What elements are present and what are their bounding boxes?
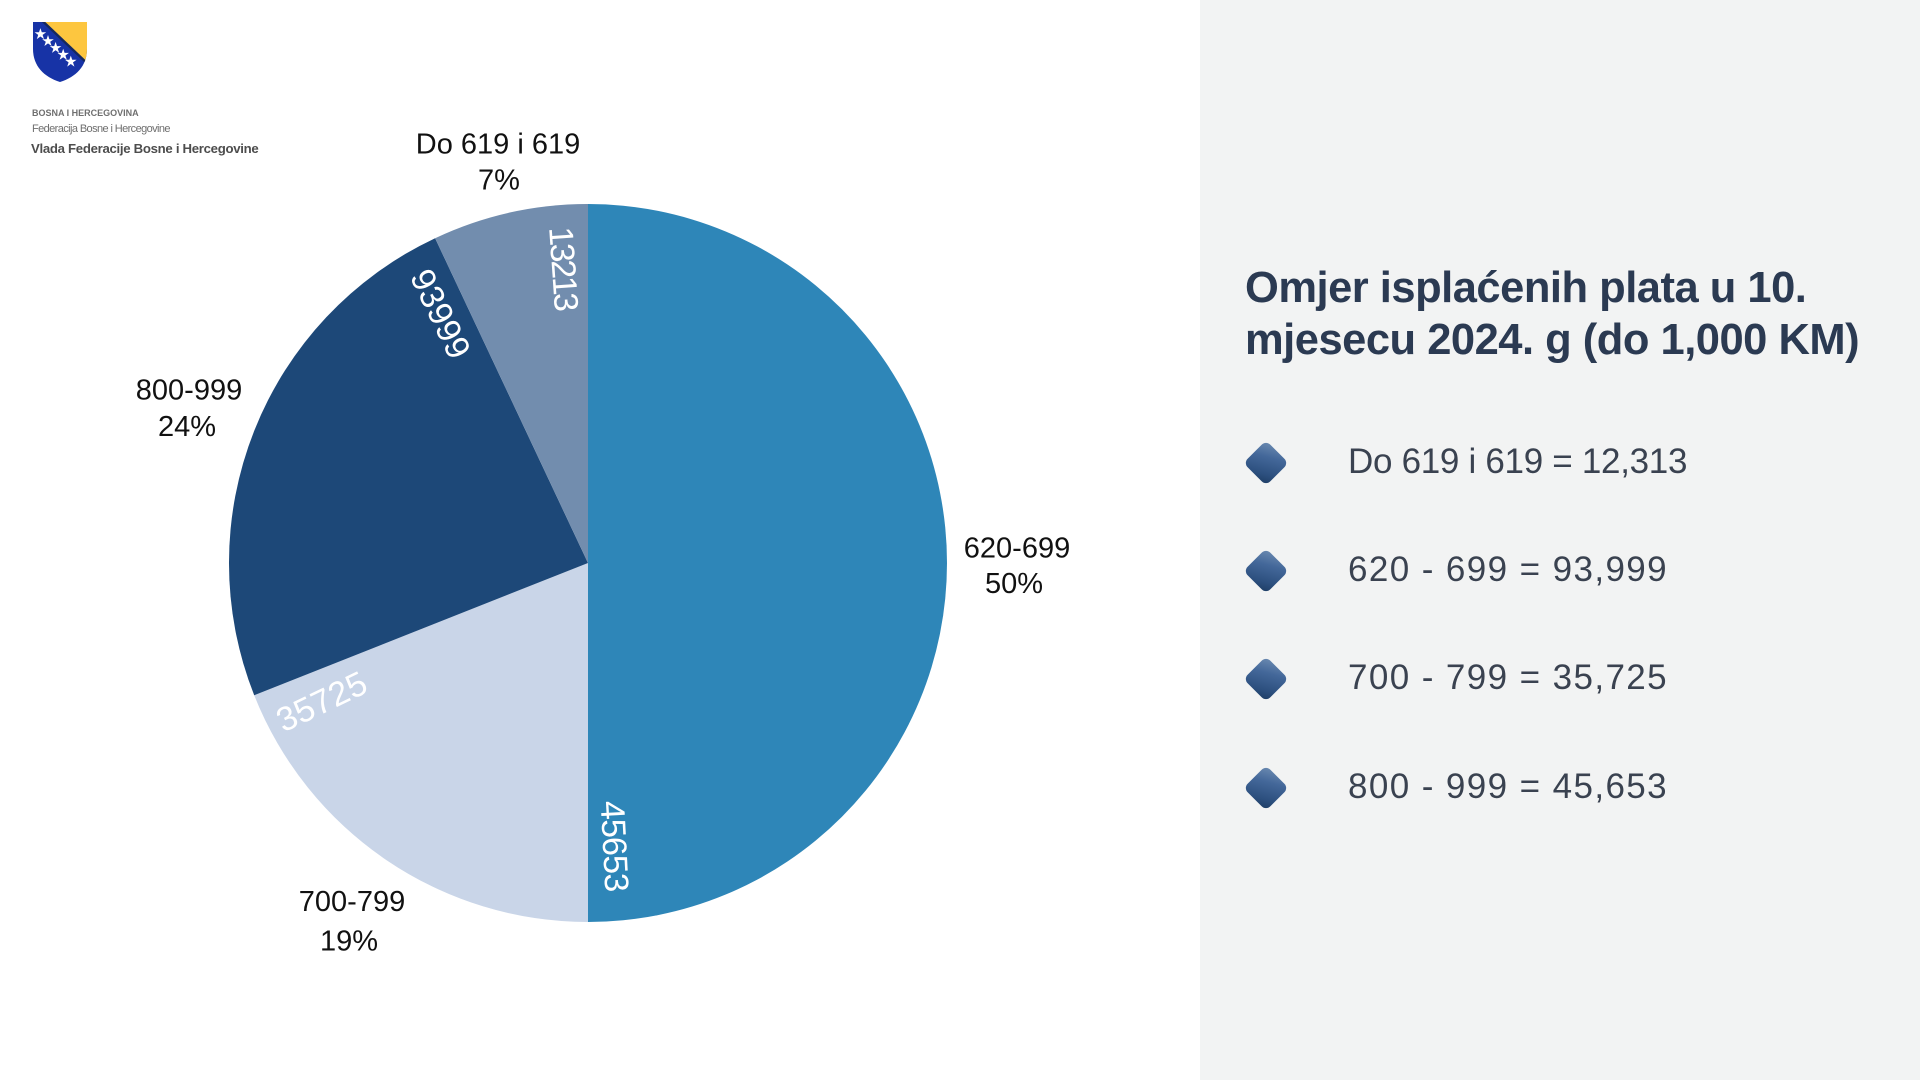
svg-text:620-699: 620-699 xyxy=(964,532,1070,564)
svg-text:700-799: 700-799 xyxy=(299,886,405,918)
svg-text:24%: 24% xyxy=(158,411,216,443)
svg-text:7%: 7% xyxy=(478,165,520,197)
svg-text:50%: 50% xyxy=(985,568,1043,600)
svg-text:19%: 19% xyxy=(320,926,378,958)
svg-text:45653: 45653 xyxy=(593,800,636,892)
svg-text:13213: 13213 xyxy=(541,226,585,312)
svg-text:Do 619 i 619: Do 619 i 619 xyxy=(416,129,580,161)
svg-text:800-999: 800-999 xyxy=(136,375,242,407)
